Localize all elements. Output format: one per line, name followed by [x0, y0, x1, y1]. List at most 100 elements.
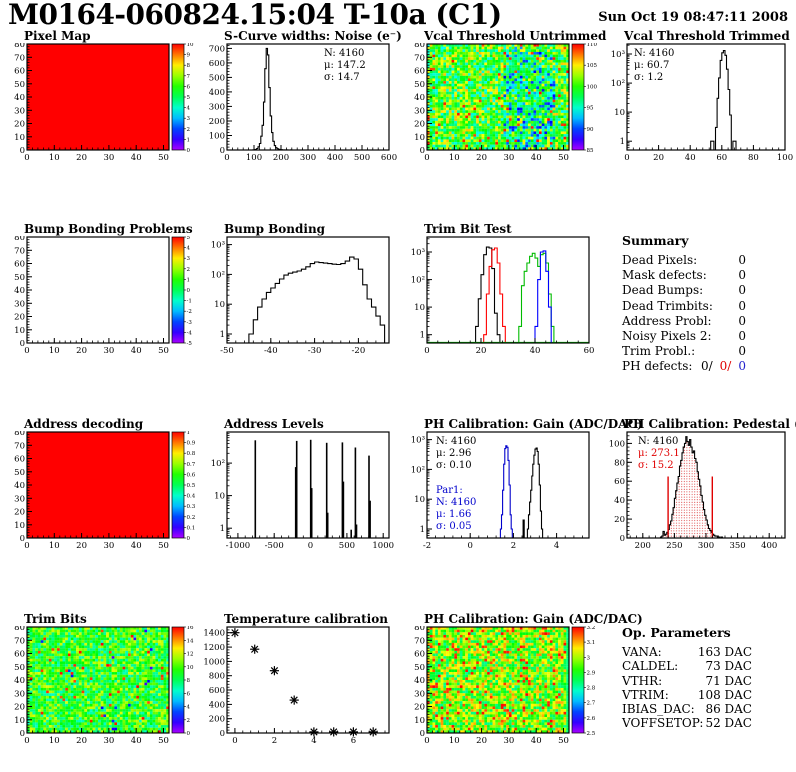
plot-title: Address decoding — [24, 417, 144, 431]
plot-cell-vcal-trimmed: Vcal Threshold Trimmed 0 20 40 60 80 100 1 10 10… — [600, 30, 796, 171]
svg-text:40: 40 — [14, 93, 25, 103]
plot-title: PH Calibration: Gain (ADC/DAC) — [424, 417, 643, 431]
svg-text:μ: 1.66: μ: 1.66 — [436, 509, 471, 520]
svg-text:1000: 1000 — [372, 541, 394, 551]
svg-text:0: 0 — [187, 288, 191, 294]
panel-row: VTRIM: 108 DAC — [622, 687, 752, 702]
plot-cell-address-decoding: Address decoding 0 10 20 30 40 50 0 10 20 30 40 50 6… — [0, 418, 200, 559]
svg-text:σ: 15.2: σ: 15.2 — [638, 460, 674, 471]
svg-text:400: 400 — [761, 541, 777, 551]
svg-text:40: 40 — [131, 153, 142, 163]
svg-text:1: 1 — [620, 137, 625, 147]
svg-text:10²: 10² — [411, 276, 425, 286]
svg-text:40: 40 — [14, 481, 25, 491]
svg-text:5: 5 — [187, 95, 191, 101]
svg-text:μ: 60.7: μ: 60.7 — [634, 60, 669, 71]
plot-title: Vcal Threshold Trimmed — [624, 29, 790, 43]
svg-text:400: 400 — [327, 153, 343, 163]
svg-text:80: 80 — [14, 236, 25, 243]
svg-text:10: 10 — [414, 133, 425, 143]
plot-title: PH Calibration: Pedestal (DAC) — [624, 417, 796, 431]
panel-row: Dead Pixels: 0 — [622, 253, 746, 267]
svg-text:85: 85 — [587, 148, 594, 154]
svg-text:3: 3 — [187, 256, 191, 262]
svg-text:70: 70 — [14, 246, 25, 256]
svg-text:30: 30 — [503, 153, 514, 163]
svg-text:μ: 2.96: μ: 2.96 — [436, 448, 471, 459]
trim-bit-test-plot: 0 20 40 60 1 10 10² 10³ — [411, 236, 595, 356]
svg-text:-30: -30 — [308, 346, 322, 356]
svg-text:10: 10 — [187, 43, 194, 48]
svg-text:-5: -5 — [187, 341, 193, 347]
svg-text:0: 0 — [624, 153, 629, 163]
svg-text:20: 20 — [76, 541, 87, 551]
svg-text:60: 60 — [14, 67, 25, 77]
svg-text:100: 100 — [777, 153, 793, 163]
summary-panel: Summary Dead Pixels: 0 Mask defects: 0 Dead … — [600, 233, 796, 373]
svg-text:20: 20 — [76, 346, 87, 356]
plot-cell-trim-bits: Trim Bits 0 10 20 30 40 50 0 10 20 30 40 50 60 70 80 16… — [0, 613, 200, 754]
svg-text:40: 40 — [131, 346, 142, 356]
plot-cell-scurve-noise: S-Curve widths: Noise (e⁻) 0 100 200 300 400… — [200, 30, 402, 171]
svg-text:N: 4160: N: 4160 — [436, 497, 476, 508]
svg-text:500: 500 — [354, 153, 370, 163]
svg-text:30: 30 — [14, 299, 25, 309]
svg-text:30: 30 — [103, 541, 114, 551]
panel-row: Dead Bumps: 0 — [622, 283, 746, 298]
svg-text:0: 0 — [20, 534, 25, 544]
svg-text:30: 30 — [103, 153, 114, 163]
svg-text:0: 0 — [187, 148, 191, 154]
svg-text:20: 20 — [14, 508, 25, 518]
plot-cell-ph-gain-hist: PH Calibration: Gain (ADC/DAC) -2 0 2 4 1 10 1… — [400, 417, 643, 559]
svg-text:1: 1 — [187, 137, 191, 143]
svg-text:4: 4 — [554, 541, 559, 551]
svg-text:200: 200 — [635, 541, 651, 551]
vcal-untrimmed-plot: 0 10 20 30 40 50 0 10 20 30 40 50 60 70 80 110 105 100 95 9… — [414, 43, 597, 163]
svg-text:6: 6 — [187, 84, 191, 90]
svg-text:50: 50 — [414, 80, 425, 90]
svg-text:10: 10 — [449, 153, 460, 163]
svg-text:-40: -40 — [264, 346, 278, 356]
scurve-noise-plot: 0 100 200 300 400 500 600 0 100 200 300 400 500 600 70… — [209, 43, 397, 163]
panel-row: Address Probl: 0 — [622, 313, 746, 328]
svg-text:Par1:: Par1: — [436, 485, 463, 496]
svg-text:5: 5 — [187, 236, 191, 241]
plot-cell-pixel-map: Pixel Map 0 10 20 30 40 50 0 10 20 30 40 50 60 70 80 10… — [0, 30, 200, 171]
svg-text:10: 10 — [49, 346, 60, 356]
svg-text:10: 10 — [49, 541, 60, 551]
svg-text:7: 7 — [187, 74, 191, 80]
svg-text:0: 0 — [424, 153, 429, 163]
ph-defects-value: 0/ — [719, 359, 732, 374]
svg-text:40: 40 — [614, 496, 625, 506]
svg-text:60: 60 — [614, 477, 625, 487]
svg-text:100: 100 — [246, 153, 262, 163]
svg-text:600: 600 — [209, 59, 225, 69]
svg-text:2: 2 — [187, 267, 191, 273]
svg-text:50: 50 — [14, 80, 25, 90]
svg-text:-20: -20 — [352, 346, 366, 356]
svg-text:10²: 10² — [411, 465, 425, 475]
svg-text:0: 0 — [24, 346, 29, 356]
panel-row: Dead Trimbits: 0 — [622, 298, 746, 313]
plot-cell-address-levels: Address Levels -1000 -500 0 500 1000 1 10 10² — [200, 418, 400, 559]
svg-text:0: 0 — [224, 153, 229, 163]
svg-text:-500: -500 — [265, 541, 284, 551]
svg-text:σ: 14.7: σ: 14.7 — [324, 72, 360, 83]
svg-text:10: 10 — [414, 303, 425, 313]
svg-text:50: 50 — [158, 541, 169, 551]
svg-text:0: 0 — [420, 146, 425, 156]
svg-text:N: 4160: N: 4160 — [634, 48, 674, 59]
svg-text:-2: -2 — [423, 541, 431, 551]
svg-text:10: 10 — [14, 521, 25, 531]
svg-text:30: 30 — [14, 494, 25, 504]
svg-text:0: 0 — [308, 541, 313, 551]
svg-text:0.6: 0.6 — [187, 472, 196, 478]
svg-text:80: 80 — [414, 43, 425, 50]
svg-text:60: 60 — [584, 346, 595, 356]
svg-text:100: 100 — [609, 439, 625, 449]
plot-title: Trim Bit Test — [424, 222, 512, 236]
svg-text:1: 1 — [187, 277, 191, 283]
